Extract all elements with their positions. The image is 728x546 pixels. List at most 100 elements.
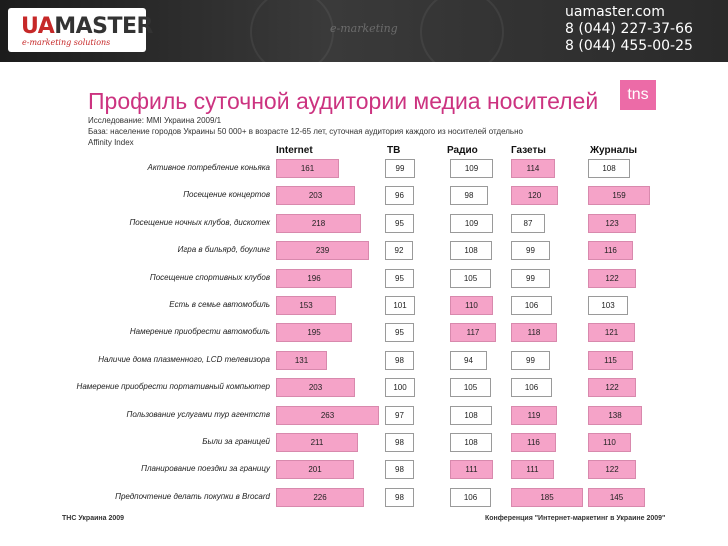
index-cell: 94 <box>450 350 487 370</box>
index-cell: 110 <box>450 296 493 315</box>
row-label: Активное потребление коньяка <box>147 163 270 172</box>
index-cell: 98 <box>385 460 414 480</box>
index-cell: 138 <box>588 405 642 425</box>
index-cell: 159 <box>588 186 650 206</box>
index-cell: 101 <box>385 296 415 315</box>
base-note: База: население городов Украины 50 000+ … <box>88 127 523 136</box>
index-cell: 115 <box>588 350 633 370</box>
index-cell: 117 <box>450 323 496 343</box>
index-cell: 119 <box>511 405 557 425</box>
index-cell: 196 <box>276 268 352 288</box>
header-bar: e-marketing UAMASTER e-marketing solutio… <box>0 0 728 62</box>
index-cell: 95 <box>385 268 414 288</box>
row-label: Посещение ночных клубов, дискотек <box>129 217 270 227</box>
footer-source: ТНС Украина 2009 <box>62 515 125 522</box>
phone-2: 8 (044) 455-00-25 <box>565 38 693 54</box>
index-cell: 161 <box>276 159 339 178</box>
decorative-circle <box>420 0 504 62</box>
decorative-circle <box>250 0 334 62</box>
index-cell: 98 <box>450 186 488 206</box>
index-cell: 98 <box>385 487 414 507</box>
column-header: Радио <box>447 145 478 156</box>
logo-wordmark: UAMASTER <box>21 14 153 39</box>
index-cell: 121 <box>588 323 635 343</box>
index-cell: 92 <box>385 241 413 261</box>
row-label: Наличие дома плазменного, LCD телевизора <box>98 354 270 364</box>
index-cell: 98 <box>385 433 414 452</box>
row-label: Игра в бильярд, боулинг <box>177 245 270 255</box>
index-cell: 105 <box>450 378 491 398</box>
index-cell: 114 <box>511 159 555 178</box>
index-cell: 195 <box>276 323 352 343</box>
row-label: Намерение приобрести портативный компьют… <box>76 382 270 392</box>
index-cell: 123 <box>588 213 636 233</box>
row-label: Предпочтение делать покупки в Brocard <box>115 491 270 501</box>
index-cell: 99 <box>511 241 550 261</box>
logo-tagline: e-marketing solutions <box>22 38 111 47</box>
index-cell: 122 <box>588 268 636 288</box>
column-header: Газеты <box>511 145 546 156</box>
row-label: Посещение концертов <box>183 190 270 200</box>
index-cell: 95 <box>385 213 414 233</box>
row-label: Пользование услугами тур агентств <box>126 409 270 419</box>
index-note: Affinity Index <box>88 138 134 147</box>
index-cell: 111 <box>450 460 493 480</box>
index-cell: 103 <box>588 296 628 315</box>
index-cell: 108 <box>450 405 492 425</box>
index-cell: 106 <box>450 487 491 507</box>
index-cell: 96 <box>385 186 414 206</box>
index-cell: 145 <box>588 487 645 507</box>
index-cell: 153 <box>276 296 336 315</box>
header-watermark: e-marketing <box>330 22 398 35</box>
slide-title: Профиль суточной аудитории медиа носител… <box>88 88 599 114</box>
index-cell: 226 <box>276 487 364 507</box>
index-cell: 99 <box>385 159 415 178</box>
index-cell: 106 <box>511 378 552 398</box>
index-cell: 106 <box>511 296 552 315</box>
row-label: Планирование поездки за границу <box>141 464 270 474</box>
index-cell: 118 <box>511 323 557 343</box>
index-cell: 110 <box>588 433 631 452</box>
index-cell: 120 <box>511 186 558 206</box>
row-label: Есть в семье автомобиль <box>169 300 270 309</box>
index-cell: 116 <box>511 433 556 452</box>
contact-info: uamaster.com 8 (044) 227-37-66 8 (044) 4… <box>565 4 693 55</box>
site-link[interactable]: uamaster.com <box>565 4 665 20</box>
index-cell: 218 <box>276 213 361 233</box>
uamaster-logo[interactable]: UAMASTER e-marketing solutions <box>8 8 153 52</box>
index-cell: 122 <box>588 378 636 398</box>
footer-conference: Конференция "Интернет-маркетинг в Украин… <box>485 515 666 522</box>
index-cell: 122 <box>588 460 636 480</box>
index-cell: 109 <box>450 213 493 233</box>
row-label: Намерение приобрести автомобиль <box>129 327 270 337</box>
index-cell: 108 <box>450 241 492 261</box>
tns-logo: tns <box>620 80 656 110</box>
index-cell: 203 <box>276 186 355 206</box>
index-cell: 131 <box>276 350 327 370</box>
index-cell: 95 <box>385 323 414 343</box>
index-cell: 99 <box>511 268 550 288</box>
study-note: Исследование: MMI Украина 2009/1 <box>88 116 222 125</box>
column-header: Журналы <box>590 145 638 156</box>
index-cell: 98 <box>385 350 414 370</box>
index-cell: 99 <box>511 350 550 370</box>
index-cell: 201 <box>276 460 354 480</box>
index-cell: 263 <box>276 405 379 425</box>
row-label: Были за границей <box>202 437 270 446</box>
index-cell: 239 <box>276 241 369 261</box>
column-header: Internet <box>276 145 313 156</box>
index-cell: 111 <box>511 460 554 480</box>
index-cell: 109 <box>450 159 493 178</box>
column-header: ТВ <box>387 145 401 156</box>
index-cell: 97 <box>385 405 414 425</box>
index-cell: 87 <box>511 213 545 233</box>
index-cell: 108 <box>588 159 630 178</box>
row-label: Посещение спортивных клубов <box>149 272 270 282</box>
index-cell: 203 <box>276 378 355 398</box>
index-cell: 105 <box>450 268 491 288</box>
index-cell: 185 <box>511 487 583 507</box>
index-cell: 100 <box>385 378 415 398</box>
phone-1: 8 (044) 227-37-66 <box>565 21 693 37</box>
index-cell: 211 <box>276 433 358 452</box>
index-cell: 116 <box>588 241 633 261</box>
